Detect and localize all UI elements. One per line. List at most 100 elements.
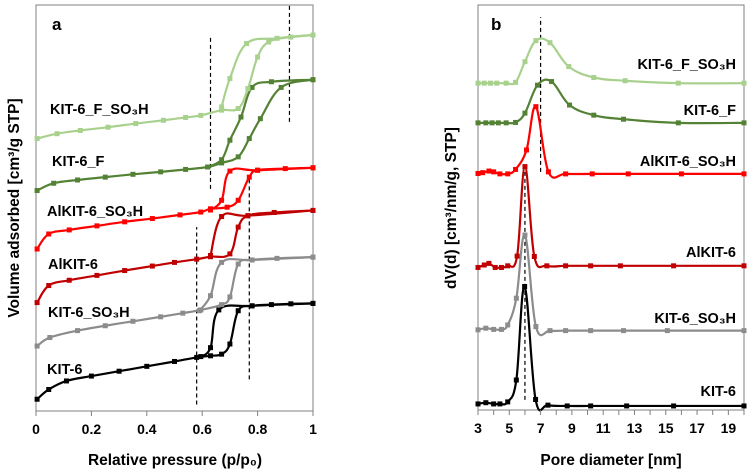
data-point-marker: [531, 254, 537, 260]
data-point-marker: [235, 197, 241, 203]
x-tick-label: 17: [689, 420, 705, 436]
data-point-marker: [522, 232, 528, 238]
data-point-marker: [235, 154, 241, 160]
data-point-marker: [741, 120, 747, 126]
x-tick-label: 13: [627, 420, 643, 436]
desorption-line: [209, 209, 314, 256]
data-point-marker: [249, 84, 255, 90]
dashed-guides-a: [196, 5, 291, 405]
data-point-marker: [481, 262, 487, 268]
series-group-b: [475, 37, 747, 412]
data-point-marker: [495, 120, 501, 126]
data-point-marker: [158, 169, 164, 175]
data-point-marker: [624, 403, 630, 409]
data-point-marker: [219, 302, 225, 308]
data-point-marker: [219, 104, 225, 110]
series-kit-6-f: [475, 78, 747, 126]
desorption-line: [220, 33, 314, 108]
data-point-marker: [235, 261, 241, 267]
data-point-marker: [122, 268, 128, 274]
data-point-marker: [513, 377, 519, 383]
data-point-marker: [475, 80, 481, 86]
x-tick-label: 19: [721, 420, 737, 436]
data-point-marker: [102, 174, 108, 180]
series-kit-6-f-so3h: [475, 37, 747, 86]
data-point-marker: [208, 353, 214, 359]
data-point-marker: [503, 120, 509, 126]
data-point-marker: [505, 263, 511, 269]
x-tick-label: 15: [658, 420, 674, 436]
data-point-marker: [278, 84, 284, 90]
data-point-marker: [498, 264, 504, 270]
series-alkit-6: [34, 207, 316, 306]
data-point-marker: [544, 263, 550, 269]
series-kit-6: [475, 283, 747, 412]
data-point-marker: [219, 107, 225, 113]
data-point-marker: [533, 38, 539, 44]
data-point-marker: [46, 283, 52, 289]
data-point-marker: [588, 328, 594, 334]
data-point-marker: [488, 80, 494, 86]
data-point-marker: [246, 136, 252, 142]
data-point-marker: [160, 117, 166, 123]
series-alkit-6-so3h: [475, 104, 747, 179]
data-point-marker: [238, 114, 244, 120]
data-point-marker: [219, 197, 225, 203]
series-group-a: [34, 32, 316, 402]
data-point-marker: [522, 110, 528, 116]
data-point-marker: [741, 403, 747, 409]
data-point-marker: [183, 114, 189, 120]
data-point-marker: [255, 54, 261, 60]
x-tick-label: 11: [596, 420, 611, 436]
data-point-marker: [102, 323, 108, 329]
plot-area-b: [477, 4, 745, 411]
data-point-marker: [505, 399, 511, 405]
data-point-marker: [177, 212, 183, 218]
data-point-marker: [246, 174, 252, 180]
data-point-marker: [219, 157, 225, 163]
data-point-marker: [94, 272, 100, 278]
data-point-marker: [227, 251, 233, 257]
desorption-line: [207, 78, 314, 169]
data-point-marker: [513, 119, 519, 125]
panel-b-pore-distribution: 3 5 7 9 11 13 15 17 19 b Pore diameter [nm] dV(d…: [443, 4, 747, 469]
data-point-marker: [194, 354, 200, 360]
data-point-marker: [513, 79, 519, 85]
data-point-marker: [533, 396, 539, 402]
data-point-marker: [257, 116, 263, 122]
data-point-marker: [34, 188, 40, 194]
series-alkit-6: [475, 164, 747, 270]
data-point-marker: [158, 314, 164, 320]
data-point-marker: [591, 112, 597, 118]
series-kit-6-f: [34, 77, 316, 194]
data-point-marker: [475, 120, 481, 126]
data-point-marker: [563, 328, 569, 334]
data-point-marker: [497, 401, 503, 407]
data-point-marker: [227, 137, 233, 143]
data-point-marker: [498, 326, 504, 332]
data-point-marker: [149, 263, 155, 269]
series-kit-6: [34, 300, 316, 402]
data-point-marker: [533, 104, 539, 110]
dashed-guides-b: [524, 17, 542, 400]
data-point-marker: [180, 310, 186, 316]
data-point-marker: [47, 335, 53, 341]
data-point-marker: [227, 341, 233, 347]
data-point-marker: [514, 253, 520, 259]
data-point-marker: [491, 401, 497, 407]
data-point-marker: [486, 168, 492, 174]
data-point-marker: [46, 386, 52, 392]
data-point-marker: [483, 325, 489, 331]
data-point-marker: [227, 294, 233, 300]
series-label-kit6: KIT-6: [47, 362, 82, 378]
data-point-marker: [741, 171, 747, 177]
data-point-marker: [224, 204, 230, 210]
data-point-marker: [34, 246, 40, 252]
data-point-marker: [66, 277, 72, 283]
data-point-marker: [310, 254, 316, 260]
x-axis-title-a: Relative pressure (p/p₀): [88, 452, 262, 469]
data-point-marker: [208, 207, 214, 213]
data-point-marker: [545, 169, 551, 175]
series-label-alkit6-so3h: AlKIT-6_SO₃H: [47, 204, 143, 220]
